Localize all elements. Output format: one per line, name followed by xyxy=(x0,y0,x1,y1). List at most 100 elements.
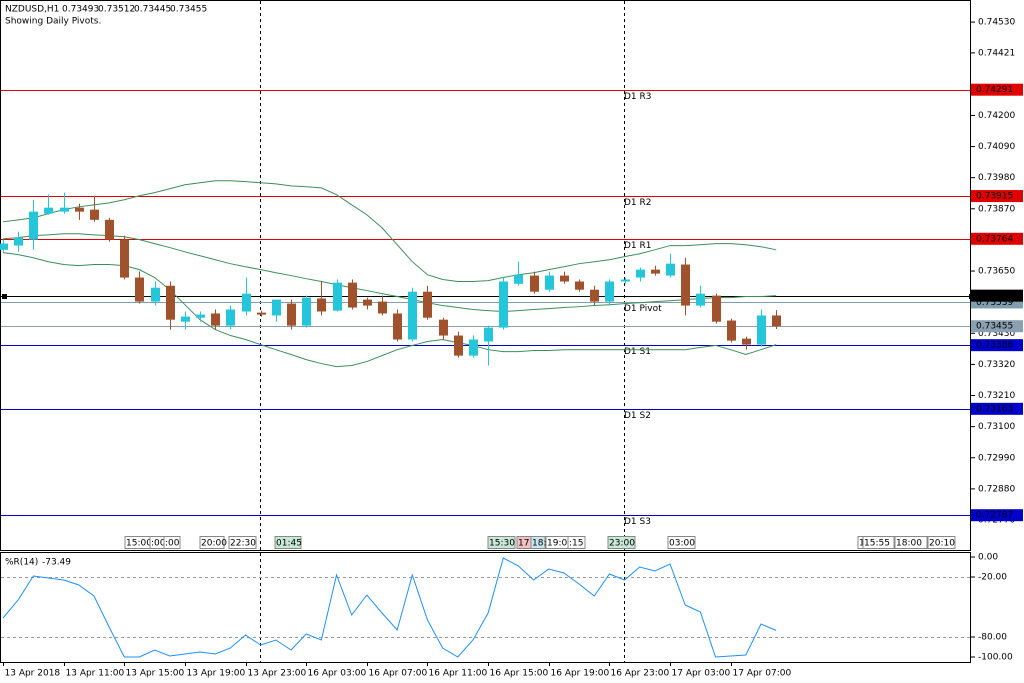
time-mark-box xyxy=(607,536,636,549)
indicator-pane xyxy=(0,552,971,663)
pivot-tag-label: 0.72787 xyxy=(976,511,1013,521)
pivot-tag-label: 0.73163 xyxy=(976,404,1013,414)
y-tick-label: 0.73320 xyxy=(978,360,1015,370)
candle-body xyxy=(696,293,705,306)
symbol: NZDUSD,H1 xyxy=(5,5,59,15)
time-mark-box xyxy=(530,536,546,549)
time-mark: 18: xyxy=(532,539,546,549)
x-tick-label: 16 Apr 03:00 xyxy=(308,669,367,679)
band-lower xyxy=(2,252,777,368)
y-tick-label: 0.00 xyxy=(978,553,998,563)
plot-layer: 0.74530 0.74421 0.74200 0.74090 0.73980 0.738… xyxy=(0,18,1023,679)
time-mark: :15 xyxy=(569,539,583,549)
time-mark: 1 xyxy=(859,539,865,549)
y-tick-label: -20.00 xyxy=(978,573,1007,583)
last-open: 0.73493 xyxy=(62,5,99,15)
pivot-name: D1 S1 xyxy=(624,347,651,357)
time-mark: 15:00 xyxy=(126,539,152,549)
pivot-tag xyxy=(971,402,1023,415)
candle-body xyxy=(151,287,160,302)
price-tag xyxy=(971,289,1023,302)
time-mark-box xyxy=(199,536,225,549)
time-mark: 15:30 xyxy=(489,539,515,549)
pivot-tag-label: 0.73539 xyxy=(976,298,1013,308)
time-mark: 01:45 xyxy=(276,539,302,549)
y-tick-label: 0.73650 xyxy=(978,267,1015,277)
pivot-tag-label: 0.74291 xyxy=(976,85,1013,95)
x-tick-label: 16 Apr 19:00 xyxy=(551,669,610,679)
candle-body xyxy=(272,299,281,316)
y-tick-label: 0.73430 xyxy=(978,329,1015,339)
time-mark: 17: xyxy=(518,539,532,549)
y-tick-label: 0.73870 xyxy=(978,204,1015,214)
candle-body xyxy=(29,211,38,240)
candle-body xyxy=(0,243,8,250)
candle-body xyxy=(681,264,690,306)
candle-body xyxy=(772,315,781,327)
candle-body xyxy=(242,293,251,312)
y-tick-label: 0.72990 xyxy=(978,453,1015,463)
x-tick-label: 13 Apr 19:00 xyxy=(187,669,246,679)
main-pane xyxy=(0,0,971,551)
candle-body xyxy=(545,275,554,290)
candle-body xyxy=(14,237,23,246)
candle-body xyxy=(90,209,99,220)
pivot-tag xyxy=(971,83,1023,96)
line-marker xyxy=(969,294,974,299)
last-high: 0.73512 xyxy=(98,5,135,15)
time-mark: :00 xyxy=(165,539,180,549)
pivot-tag xyxy=(971,339,1023,352)
candle-body xyxy=(44,207,53,214)
price-tag-label: 0.73563 xyxy=(976,291,1013,301)
candle-body xyxy=(469,339,478,356)
time-mark: :00 xyxy=(151,539,166,549)
candle-body xyxy=(393,313,402,340)
x-tick-label: 16 Apr 15:00 xyxy=(490,669,549,679)
candle-body xyxy=(226,309,235,326)
candle-body xyxy=(196,314,205,318)
candle-body xyxy=(575,281,584,290)
x-tick-label: 13 Apr 2018 xyxy=(5,669,61,679)
candle-body xyxy=(439,319,448,336)
indicator-value: -73.49 xyxy=(42,558,71,568)
x-tick-label: 17 Apr 03:00 xyxy=(672,669,731,679)
pivot-tag-label: 0.73915 xyxy=(976,192,1013,202)
candle-body xyxy=(302,297,311,326)
candle-body xyxy=(75,207,84,212)
candle-body xyxy=(651,269,660,274)
time-mark-box xyxy=(487,536,516,549)
candle-body xyxy=(757,315,766,345)
y-tick-label: 0.74090 xyxy=(978,142,1015,152)
candle-body xyxy=(408,291,417,340)
candle-body xyxy=(257,312,266,315)
time-mark: 15:55 xyxy=(864,539,890,549)
pivot-tag-label: 0.73764 xyxy=(976,234,1013,244)
candle-body xyxy=(166,285,175,320)
pivot-tag-label: 0.73388 xyxy=(976,341,1013,351)
candle-body xyxy=(287,303,296,326)
candle-body xyxy=(363,299,372,306)
y-tick-label: 0.72880 xyxy=(978,484,1015,494)
x-tick-label: 13 Apr 23:00 xyxy=(248,669,307,679)
y-tick-label: 0.73980 xyxy=(978,173,1015,183)
candle-body xyxy=(378,301,387,314)
williams-line xyxy=(2,557,777,658)
price-tag xyxy=(971,320,1023,333)
time-mark: 23:00 xyxy=(609,539,635,549)
x-tick-label: 13 Apr 15:00 xyxy=(126,669,185,679)
time-mark-box xyxy=(567,536,586,549)
candle-body xyxy=(317,298,326,312)
candle-body xyxy=(560,275,569,282)
y-tick-label: 0.73210 xyxy=(978,391,1015,401)
y-tick-label: 0.74421 xyxy=(978,48,1015,58)
y-tick-label: -80.00 xyxy=(978,633,1007,643)
candle-body xyxy=(105,219,114,240)
pivot-name: D1 S2 xyxy=(624,411,651,421)
line-marker xyxy=(2,294,7,299)
pivot-tag xyxy=(971,190,1023,203)
candle-body xyxy=(605,281,614,302)
band-upper xyxy=(2,180,777,283)
candle-body xyxy=(484,327,493,342)
